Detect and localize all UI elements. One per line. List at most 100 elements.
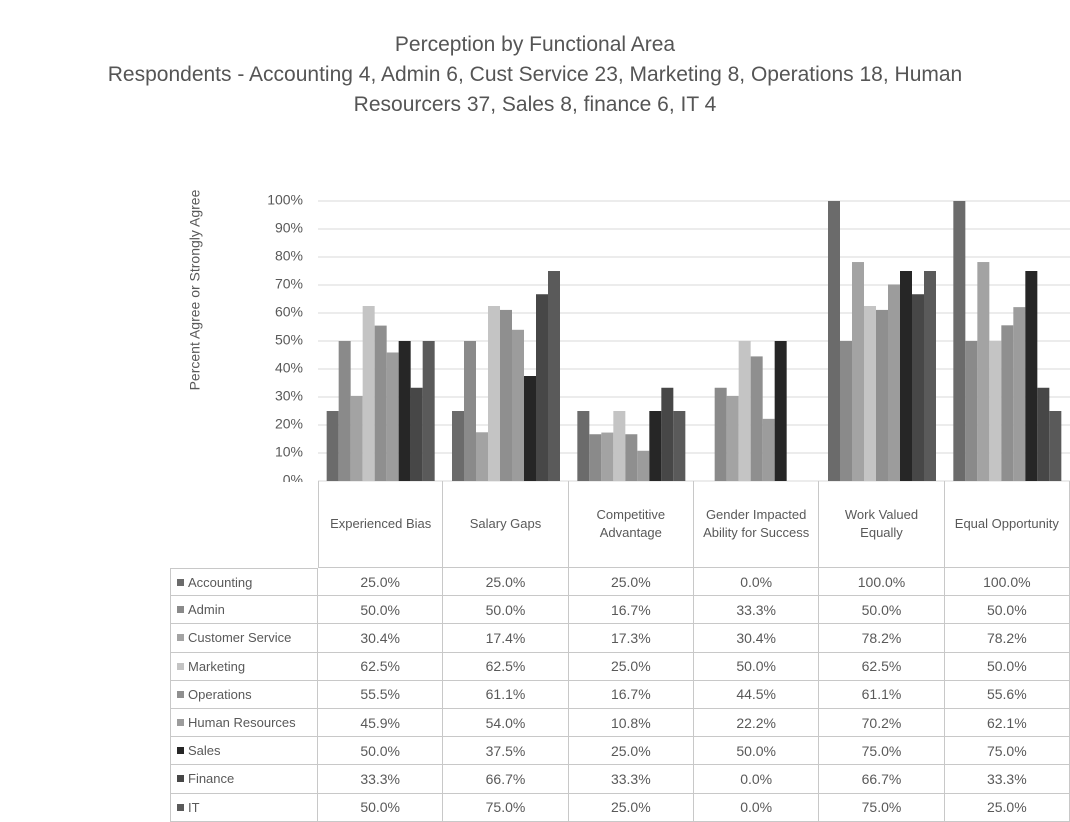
table-cell: 75.0% xyxy=(443,793,569,822)
table-row-label: IT xyxy=(170,793,318,822)
bar xyxy=(488,306,500,481)
bar xyxy=(649,411,662,481)
table-cell: 54.0% xyxy=(443,709,569,738)
table-row-label: Customer Service xyxy=(170,624,318,653)
table-cell: 30.4% xyxy=(694,624,820,653)
legend-label: Operations xyxy=(188,686,252,702)
table-cell: 100.0% xyxy=(944,568,1070,597)
legend-label: Finance xyxy=(188,771,235,787)
table-cell: 66.7% xyxy=(819,765,945,794)
legend-label: Sales xyxy=(188,743,221,759)
bar xyxy=(714,387,727,481)
table-cell: 62.5% xyxy=(443,652,569,681)
bar xyxy=(828,201,840,481)
table-cell: 33.3% xyxy=(694,596,820,625)
table-cell: 50.0% xyxy=(694,652,820,681)
bar xyxy=(476,432,488,481)
table-cell: 75.0% xyxy=(819,737,945,766)
table-header-cell: Gender Impacted Ability for Success xyxy=(694,481,820,568)
y-tick-label: 100% xyxy=(267,192,303,208)
y-tick-label: 30% xyxy=(275,388,303,404)
table-cell: 66.7% xyxy=(443,765,569,794)
table-cell: 33.3% xyxy=(568,765,694,794)
legend-key xyxy=(177,578,184,586)
table-cell: 22.2% xyxy=(694,709,820,738)
bar xyxy=(661,387,674,481)
bar xyxy=(410,387,423,481)
table-cell: 17.4% xyxy=(443,624,569,653)
table-cell: 62.1% xyxy=(944,709,1070,738)
y-tick-label: 70% xyxy=(275,276,303,292)
legend-label: Marketing xyxy=(188,658,246,674)
bar xyxy=(637,450,650,481)
bar xyxy=(1049,411,1062,481)
legend-key xyxy=(177,719,184,727)
table-cell: 10.8% xyxy=(568,709,694,738)
table-cell: 75.0% xyxy=(944,737,1070,766)
table-cell: 55.6% xyxy=(944,680,1070,709)
legend-key xyxy=(177,775,184,783)
bar xyxy=(1037,387,1050,481)
y-tick-label: 10% xyxy=(275,444,303,460)
table-cell: 25.0% xyxy=(568,568,694,597)
table-cell: 16.7% xyxy=(568,680,694,709)
table-header-cell: Equal Opportunity xyxy=(944,481,1070,568)
bar xyxy=(738,341,751,481)
bar xyxy=(350,395,363,481)
legend-key xyxy=(177,634,184,642)
bar xyxy=(548,271,560,481)
table-cell: 25.0% xyxy=(944,793,1070,822)
table-cell: 50.0% xyxy=(318,793,444,822)
legend-label: Customer Service xyxy=(188,630,292,646)
table-cell: 50.0% xyxy=(443,596,569,625)
legend-label: Admin xyxy=(188,602,225,618)
bar xyxy=(613,411,626,481)
bar xyxy=(326,411,339,481)
bar xyxy=(673,411,686,481)
legend-key xyxy=(177,606,184,614)
table-cell: 78.2% xyxy=(944,624,1070,653)
bar xyxy=(774,341,787,481)
bar xyxy=(888,284,900,481)
bar xyxy=(338,341,351,481)
bar xyxy=(601,432,614,481)
table-row-label: Human Resources xyxy=(170,709,318,738)
bar xyxy=(500,309,512,481)
y-axis-label: Percent Agree or Strongly Agree xyxy=(187,189,203,390)
table-row-label: Accounting xyxy=(170,568,318,597)
table-cell: 50.0% xyxy=(694,737,820,766)
table-cell: 25.0% xyxy=(568,793,694,822)
bar xyxy=(374,325,387,481)
table-cell: 0.0% xyxy=(694,793,820,822)
chart: Percent Agree or Strongly Agree 0% 10% 20%… xyxy=(187,189,1070,482)
bar xyxy=(726,395,739,481)
table-cell: 25.0% xyxy=(443,568,569,597)
bar xyxy=(912,294,924,481)
y-tick-label: 40% xyxy=(275,360,303,376)
bar xyxy=(924,271,936,481)
legend-key xyxy=(177,747,184,755)
table-cell: 61.1% xyxy=(443,680,569,709)
table-cell: 16.7% xyxy=(568,596,694,625)
legend-key xyxy=(177,662,184,670)
table-cell: 78.2% xyxy=(819,624,945,653)
legend-key xyxy=(177,803,184,811)
y-tick-label: 50% xyxy=(275,332,303,348)
bar xyxy=(362,306,375,481)
y-tick-label: 80% xyxy=(275,248,303,264)
table-row-label: Finance xyxy=(170,765,318,794)
table-cell: 33.3% xyxy=(318,765,444,794)
table-cell: 50.0% xyxy=(944,652,1070,681)
table-cell: 62.5% xyxy=(819,652,945,681)
y-tick-label: 20% xyxy=(275,416,303,432)
table-cell: 25.0% xyxy=(568,652,694,681)
table-cell: 100.0% xyxy=(819,568,945,597)
bar xyxy=(1025,271,1038,481)
table-cell: 0.0% xyxy=(694,568,820,597)
table-header-cell: Competitive Advantage xyxy=(568,481,694,568)
table-row-label: Admin xyxy=(170,596,318,625)
bar xyxy=(386,352,399,481)
legend-label: Accounting xyxy=(188,574,253,590)
table-cell: 50.0% xyxy=(819,596,945,625)
